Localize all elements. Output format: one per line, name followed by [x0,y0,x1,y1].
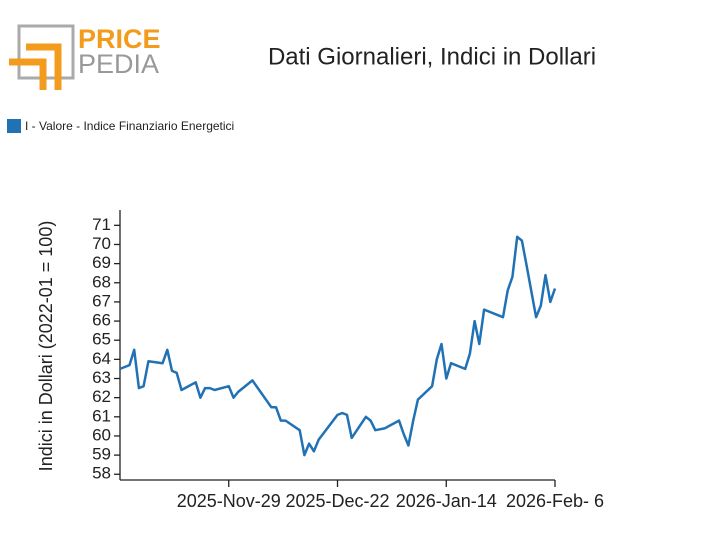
logo-mark [9,43,62,90]
y-tick-label: 66 [92,311,111,330]
legend-swatch [7,119,21,133]
y-tick-label: 59 [92,445,111,464]
y-tick-label: 68 [92,272,111,291]
x-tick-label: 2025-Nov-29 [177,491,281,511]
y-tick-label: 58 [92,464,111,483]
logo-bottom: PEDIA [78,49,159,79]
chart-title: Dati Giornalieri, Indici in Dollari [268,43,596,70]
y-tick-label: 62 [92,387,111,406]
x-tick-label: 2025-Dec-22 [285,491,389,511]
y-tick-label: 69 [92,253,111,272]
y-tick-label: 65 [92,330,111,349]
line [119,235,557,457]
y-tick-label: 67 [92,291,111,310]
logo: PRICE PEDIA [9,24,161,90]
y-axis-label: Indici in Dollari (2022-01 = 100) [36,221,56,472]
x-tick-label: 2026-Jan-14 [396,491,497,511]
x-tick-label: 2026-Feb- 6 [506,491,604,511]
y-tick-label: 63 [92,368,111,387]
y-tick-label: 71 [92,215,111,234]
logo-top: PRICE [78,24,161,54]
legend-label: I - Valore - Indice Finanziario Energeti… [25,119,234,133]
y-tick-label: 60 [92,425,111,444]
y-tick-label: 61 [92,406,111,425]
y-tick-label: 64 [92,349,111,368]
y-tick-label: 70 [92,234,111,253]
